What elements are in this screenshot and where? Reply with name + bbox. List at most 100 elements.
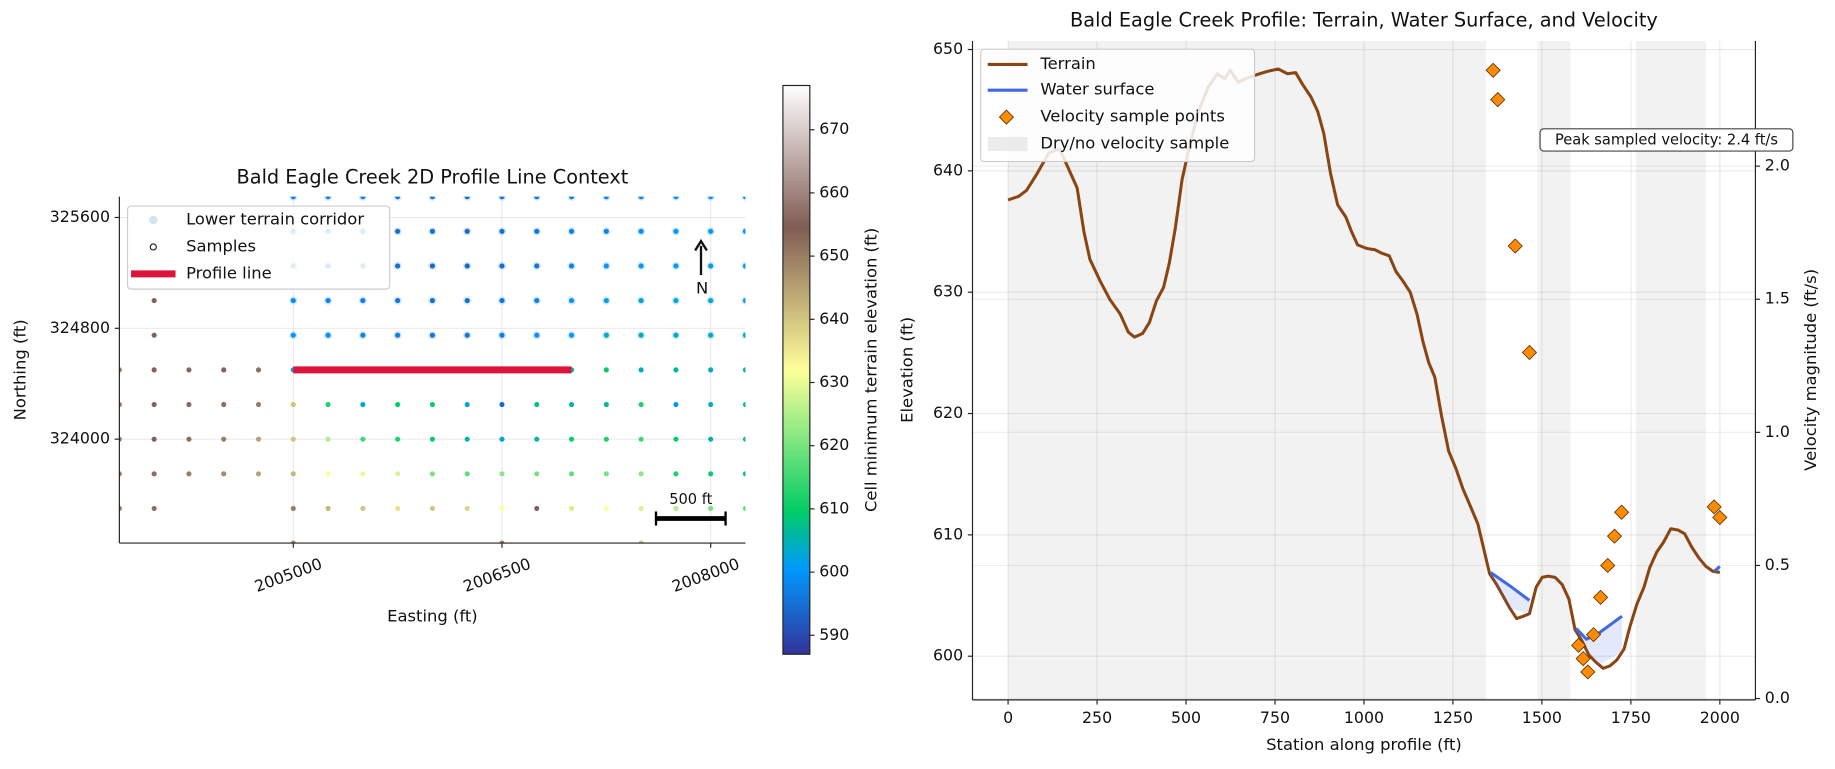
terrain-line bbox=[1007, 67, 1721, 670]
x-tick-label: 1500 bbox=[1522, 708, 1562, 727]
sample-point bbox=[568, 263, 575, 269]
y2-axis-label: Velocity magnitude (ft/s) bbox=[1801, 269, 1820, 471]
sample-point bbox=[151, 401, 157, 408]
sample-point bbox=[673, 401, 679, 408]
sample-point bbox=[119, 401, 122, 408]
sample-point bbox=[499, 436, 505, 442]
north-label: N bbox=[696, 279, 708, 298]
sample-point bbox=[638, 505, 644, 512]
sample-point bbox=[186, 471, 192, 477]
sample-point bbox=[534, 505, 540, 512]
sample-point bbox=[325, 471, 331, 477]
sample-point bbox=[499, 196, 505, 200]
sample-point bbox=[119, 505, 122, 512]
sample-point bbox=[568, 332, 575, 338]
legend-box bbox=[126, 205, 391, 290]
north-arrow-head bbox=[694, 238, 708, 252]
sample-point bbox=[708, 298, 714, 304]
sample-point bbox=[638, 263, 644, 269]
sample-point bbox=[534, 228, 540, 234]
colorbar bbox=[782, 84, 811, 655]
sample-point bbox=[673, 263, 679, 269]
legend-label: Profile line bbox=[186, 263, 272, 282]
sample-point bbox=[638, 401, 644, 408]
corridor-point bbox=[741, 296, 746, 305]
sample-point bbox=[395, 471, 401, 477]
sample-point bbox=[638, 332, 644, 338]
corridor-point bbox=[323, 196, 333, 201]
corridor-point bbox=[358, 196, 368, 201]
sample-point bbox=[603, 263, 609, 269]
sample-point bbox=[534, 196, 540, 200]
sample-point bbox=[151, 436, 157, 442]
sample-point bbox=[742, 228, 746, 234]
sample-point bbox=[603, 298, 609, 304]
legend-label: Water surface bbox=[1040, 80, 1154, 99]
sample-point bbox=[360, 298, 366, 304]
sample-point bbox=[499, 401, 505, 408]
y-tick-label: 610 bbox=[933, 524, 963, 543]
colorbar-tick-label: 630 bbox=[819, 372, 849, 391]
sample-point bbox=[534, 436, 540, 442]
colorbar-tick-label: 600 bbox=[819, 562, 849, 581]
y-tick-label: 650 bbox=[933, 39, 963, 58]
colorbar-tick-label: 660 bbox=[819, 182, 849, 201]
sample-point bbox=[603, 367, 609, 373]
sample-point bbox=[325, 436, 331, 442]
sample-point bbox=[499, 263, 505, 269]
legend-label: Velocity sample points bbox=[1040, 107, 1224, 126]
sample-point bbox=[638, 228, 644, 234]
sample-point bbox=[151, 332, 157, 338]
sample-point bbox=[290, 540, 296, 544]
chart-title: Bald Eagle Creek 2D Profile Line Context bbox=[237, 165, 629, 188]
sample-point bbox=[360, 401, 366, 408]
corridor-point bbox=[741, 261, 746, 271]
sample-point bbox=[568, 401, 575, 408]
sample-point bbox=[568, 436, 575, 442]
velocity-point bbox=[1575, 651, 1591, 667]
sample-point bbox=[742, 436, 746, 442]
sample-point bbox=[290, 401, 296, 408]
sample-point bbox=[638, 540, 644, 544]
sample-point bbox=[290, 471, 296, 477]
corridor-point bbox=[741, 196, 746, 201]
sample-point bbox=[464, 196, 470, 200]
sample-point bbox=[568, 471, 575, 477]
sample-point bbox=[742, 505, 746, 512]
water-fill bbox=[1490, 572, 1530, 614]
sample-point bbox=[360, 332, 366, 338]
x-tick-label: 2008000 bbox=[669, 554, 742, 596]
sample-point bbox=[119, 471, 122, 477]
sample-point bbox=[395, 505, 401, 512]
sample-point bbox=[603, 401, 609, 408]
corridor-point bbox=[567, 196, 576, 201]
x-tick-label: 1250 bbox=[1433, 708, 1473, 727]
sample-point bbox=[429, 298, 435, 304]
corridor-point bbox=[741, 331, 746, 340]
colorbar-tick-label: 640 bbox=[819, 309, 849, 328]
sample-point bbox=[290, 298, 296, 304]
sample-point bbox=[395, 401, 401, 408]
legend-marker bbox=[987, 136, 1028, 152]
velocity-point bbox=[1614, 504, 1630, 520]
sample-point bbox=[708, 263, 714, 269]
sample-point bbox=[603, 228, 609, 234]
legend-label: Dry/no velocity sample bbox=[1040, 134, 1229, 153]
sample-point bbox=[290, 332, 296, 338]
sample-point bbox=[742, 196, 746, 200]
sample-point bbox=[186, 436, 192, 442]
sample-point bbox=[673, 332, 679, 338]
x-tick-label: 0 bbox=[1003, 708, 1013, 727]
velocity-point bbox=[1485, 62, 1501, 78]
scale-bar-label: 500 ft bbox=[669, 491, 712, 508]
sample-point bbox=[395, 332, 401, 338]
sample-point bbox=[673, 436, 679, 442]
sample-point bbox=[290, 436, 296, 442]
legend-box bbox=[980, 48, 1256, 163]
sample-point bbox=[464, 401, 470, 408]
sample-point bbox=[708, 401, 714, 408]
sample-point bbox=[603, 332, 609, 338]
velocity-point bbox=[1712, 509, 1728, 526]
legend-label: Lower terrain corridor bbox=[186, 210, 364, 229]
